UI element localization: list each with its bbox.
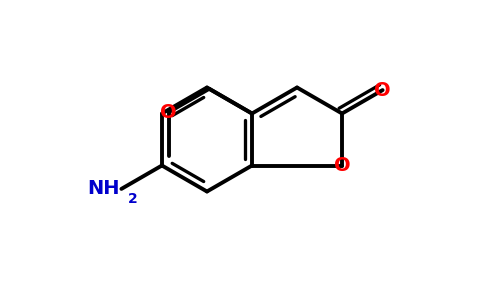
Text: O: O <box>334 156 350 175</box>
Text: NH: NH <box>87 179 120 198</box>
Text: O: O <box>374 81 391 100</box>
Text: O: O <box>160 103 177 122</box>
Text: 2: 2 <box>127 192 137 206</box>
